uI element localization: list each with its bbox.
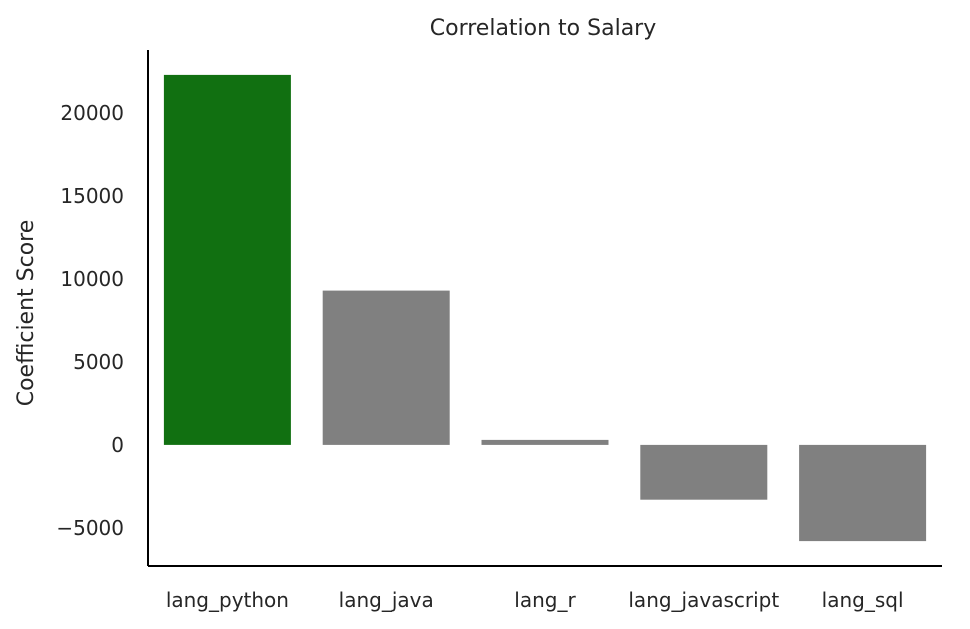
y-tick-label: 20000 <box>60 101 124 125</box>
bar-lang-python <box>163 74 291 445</box>
bar-lang-r <box>481 439 609 445</box>
x-tick-labels: lang_python lang_java lang_r lang_javascrip… <box>166 588 904 612</box>
x-tick-label: lang_r <box>514 588 576 612</box>
bar-lang-javascript <box>640 444 768 500</box>
y-tick-label: 10000 <box>60 267 124 291</box>
x-tick-label: lang_javascript <box>628 588 779 612</box>
x-tick-label: lang_sql <box>822 588 904 612</box>
x-tick-label: lang_java <box>339 588 434 612</box>
y-tick-label: 15000 <box>60 184 124 208</box>
chart-title: Correlation to Salary <box>430 16 657 41</box>
bars-group <box>163 74 927 542</box>
y-tick-label: 5000 <box>73 350 124 374</box>
y-tick-labels: −5000 0 5000 10000 15000 20000 <box>56 101 124 540</box>
bar-lang-sql <box>799 444 927 542</box>
y-tick-label: 0 <box>111 433 124 457</box>
bar-lang-java <box>322 290 450 445</box>
y-axis-label: Coefficient Score <box>14 220 39 407</box>
x-tick-label: lang_python <box>166 588 289 612</box>
y-tick-label: −5000 <box>56 516 124 540</box>
